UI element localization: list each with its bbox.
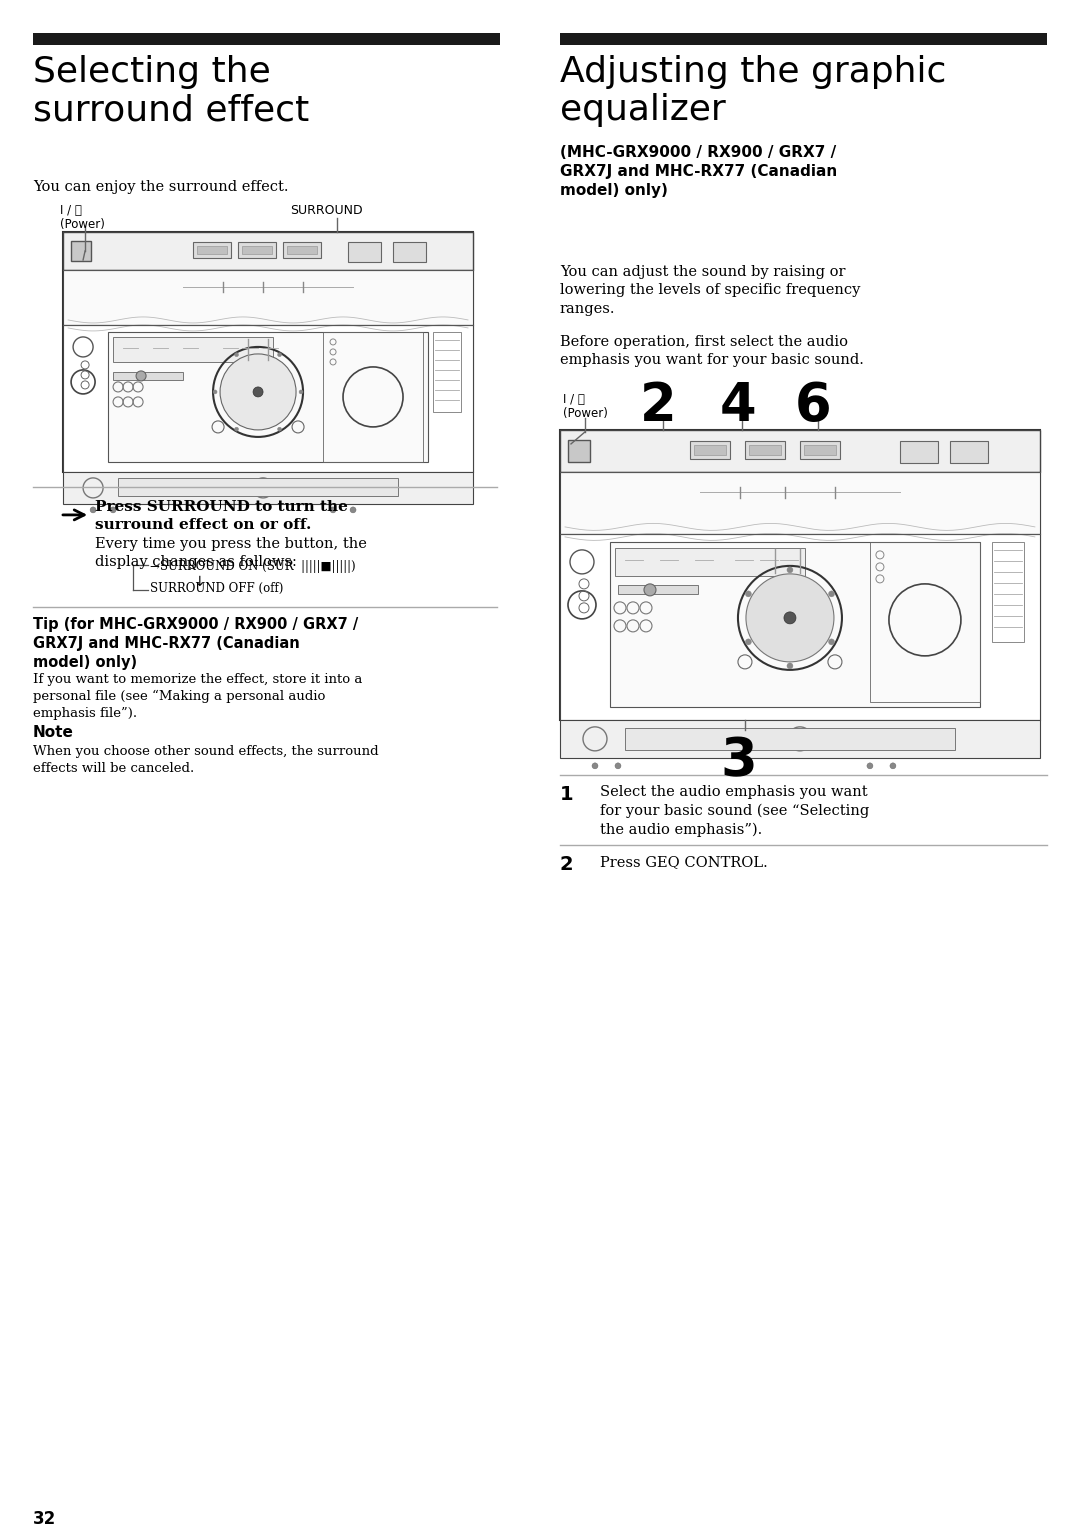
Circle shape	[644, 584, 656, 596]
Text: I / ⏻: I / ⏻	[60, 204, 82, 218]
Circle shape	[90, 507, 96, 514]
Circle shape	[110, 507, 116, 514]
Circle shape	[787, 662, 793, 668]
Text: 2: 2	[561, 855, 573, 874]
Circle shape	[867, 763, 873, 770]
Bar	[804, 445, 836, 455]
Bar	[283, 242, 321, 258]
Bar	[568, 440, 590, 461]
Bar	[118, 478, 399, 495]
Text: 32: 32	[33, 1510, 56, 1528]
Text: (Power): (Power)	[563, 406, 608, 420]
Bar	[561, 429, 1040, 472]
Bar	[900, 442, 937, 463]
Bar	[197, 245, 227, 254]
Bar	[63, 231, 473, 270]
Circle shape	[213, 389, 217, 394]
Circle shape	[350, 507, 356, 514]
Bar	[991, 541, 1024, 642]
Bar	[348, 242, 381, 262]
Circle shape	[278, 428, 282, 431]
Circle shape	[828, 590, 835, 596]
Text: You can adjust the sound by raising or
lowering the levels of specific frequency: You can adjust the sound by raising or l…	[561, 265, 861, 316]
Text: 6: 6	[795, 380, 832, 432]
Bar	[63, 472, 473, 504]
Circle shape	[330, 507, 336, 514]
Text: I / ⏻: I / ⏻	[563, 392, 585, 406]
Bar	[561, 34, 1047, 44]
Text: (Power): (Power)	[60, 218, 105, 231]
Text: If you want to memorize the effect, store it into a
personal file (see “Making a: If you want to memorize the effect, stor…	[33, 673, 363, 721]
Bar	[610, 541, 980, 707]
Text: 4: 4	[720, 380, 757, 432]
Circle shape	[745, 590, 752, 596]
Bar	[748, 445, 781, 455]
Circle shape	[787, 567, 793, 573]
Circle shape	[234, 428, 239, 431]
Text: Note: Note	[33, 725, 73, 740]
Text: Every time you press the button, the
display changes as follows:: Every time you press the button, the dis…	[95, 537, 367, 569]
Circle shape	[890, 763, 896, 770]
Circle shape	[253, 386, 264, 397]
Text: SURROUND: SURROUND	[291, 204, 363, 218]
Text: 2: 2	[640, 380, 677, 432]
Bar	[694, 445, 726, 455]
Bar	[625, 728, 955, 750]
Text: (MHC-GRX9000 / RX900 / GRX7 /
GRX7J and MHC-RX77 (Canadian
model) only): (MHC-GRX9000 / RX900 / GRX7 / GRX7J and …	[561, 146, 837, 198]
Circle shape	[299, 389, 303, 394]
Bar	[33, 34, 500, 44]
Bar	[242, 245, 272, 254]
Bar	[561, 472, 1040, 533]
Text: When you choose other sound effects, the surround
effects will be canceled.: When you choose other sound effects, the…	[33, 745, 379, 774]
Bar	[800, 442, 840, 458]
Text: Press SURROUND to turn the
surround effect on or off.: Press SURROUND to turn the surround effe…	[95, 500, 348, 532]
Circle shape	[592, 763, 598, 770]
Circle shape	[615, 763, 621, 770]
Bar	[561, 429, 1040, 721]
Text: Select the audio emphasis you want
for your basic sound (see “Selecting
the audi: Select the audio emphasis you want for y…	[600, 785, 869, 837]
Bar	[690, 442, 730, 458]
Circle shape	[234, 353, 239, 357]
Bar	[561, 533, 1040, 721]
Bar	[745, 442, 785, 458]
Text: 1: 1	[561, 785, 573, 803]
Bar	[561, 721, 1040, 757]
Text: 3: 3	[720, 734, 757, 786]
Circle shape	[278, 353, 282, 357]
Bar	[193, 242, 231, 258]
Circle shape	[828, 639, 835, 645]
Bar	[108, 333, 428, 461]
Bar	[615, 547, 805, 576]
Bar	[71, 241, 91, 261]
Text: →SURROUND ON (SUR  |||||■|||||): →SURROUND ON (SUR |||||■|||||)	[150, 560, 355, 573]
Bar	[950, 442, 988, 463]
Bar	[618, 586, 698, 593]
Circle shape	[746, 573, 834, 662]
Bar	[238, 242, 276, 258]
Text: Before operation, first select the audio
emphasis you want for your basic sound.: Before operation, first select the audio…	[561, 334, 864, 368]
Bar	[323, 333, 423, 461]
Bar	[63, 325, 473, 472]
Text: Press GEQ CONTROL.: Press GEQ CONTROL.	[600, 855, 768, 869]
Bar	[63, 270, 473, 325]
Bar	[113, 337, 273, 362]
Bar	[393, 242, 426, 262]
Text: Tip (for MHC-GRX9000 / RX900 / GRX7 /
GRX7J and MHC-RX77 (Canadian
model) only): Tip (for MHC-GRX9000 / RX900 / GRX7 / GR…	[33, 616, 359, 670]
Text: You can enjoy the surround effect.: You can enjoy the surround effect.	[33, 179, 288, 195]
Text: ↓: ↓	[193, 575, 205, 589]
Text: SURROUND OFF (off): SURROUND OFF (off)	[150, 583, 283, 595]
Bar	[113, 373, 184, 380]
Bar	[287, 245, 318, 254]
Bar	[869, 541, 980, 702]
Bar	[63, 231, 473, 472]
Text: Selecting the
surround effect: Selecting the surround effect	[33, 55, 309, 127]
Circle shape	[745, 639, 752, 645]
Bar	[433, 333, 461, 412]
Circle shape	[220, 354, 296, 429]
Circle shape	[784, 612, 796, 624]
Circle shape	[136, 371, 146, 380]
Text: Adjusting the graphic
equalizer: Adjusting the graphic equalizer	[561, 55, 946, 127]
